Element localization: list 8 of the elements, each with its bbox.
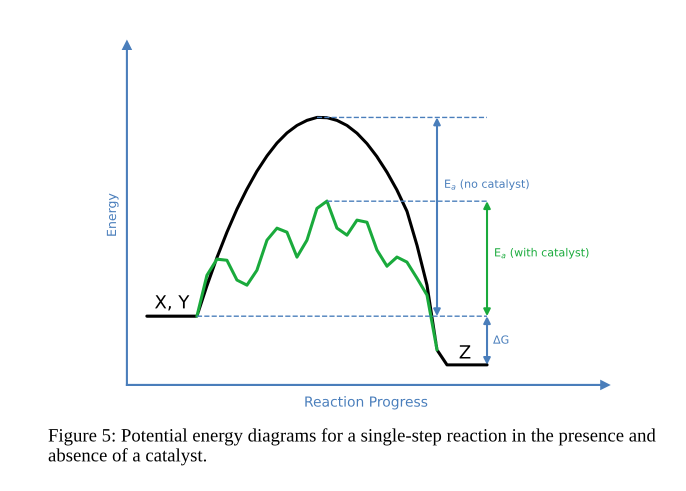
caption: Figure 5: Potential energy diagrams for a single-step reaction in the presence and absence of a catalyst. (48, 428, 656, 466)
annotation: E$_{a}$ (no catalyst) (445, 179, 529, 190)
annotation: Z (460, 345, 470, 358)
y-axis-title: Energy (106, 194, 119, 236)
annotation: X, Y (155, 295, 190, 311)
text: ΔG (493, 335, 508, 344)
x-axis-title: Reaction Progress (305, 396, 428, 410)
text: E$_{a}$ (with catalyst) (495, 248, 588, 259)
